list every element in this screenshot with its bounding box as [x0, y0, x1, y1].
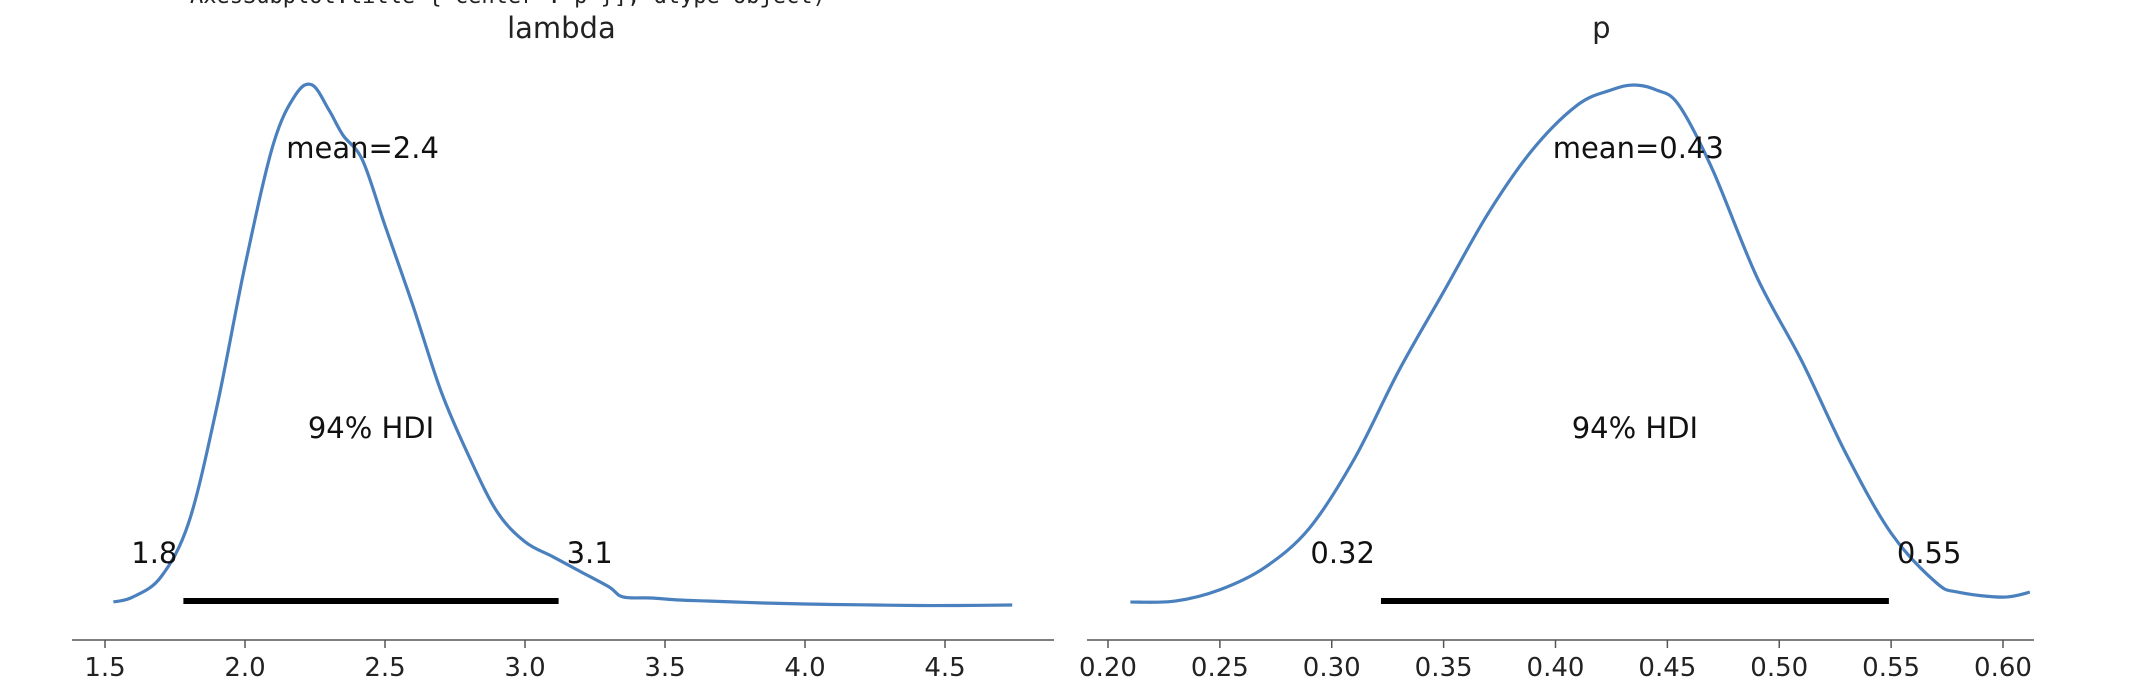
hdi-label: 94% HDI	[308, 411, 434, 445]
x-tick-label: 3.0	[504, 653, 545, 683]
chart-title: p	[1592, 11, 1610, 45]
hdi-high-label: 0.55	[1897, 536, 1962, 570]
x-tick-label: 0.30	[1303, 653, 1361, 683]
x-tick-label: 0.35	[1415, 653, 1473, 683]
hdi-low-label: 1.8	[131, 536, 177, 570]
x-tick-label: 0.40	[1527, 653, 1585, 683]
x-tick-label: 0.60	[1974, 653, 2032, 683]
mean-label: mean=2.4	[286, 131, 439, 165]
x-tick-label: 3.5	[644, 653, 685, 683]
header-output-line: AxesSubplot:title={'center':'p'}], dtype…	[0, 0, 2130, 14]
x-tick-label: 0.20	[1079, 653, 1137, 683]
x-tick-label: 4.0	[784, 653, 825, 683]
density-curve	[1130, 83, 2031, 604]
x-tick-label: 0.55	[1862, 653, 1920, 683]
lambda-panel: lambda mean=2.4 94% HDI 1.8 3.1 1.5 2.0 2.5 3.0 3…	[72, 11, 1054, 683]
density-curve	[113, 82, 1013, 608]
hdi-high-label: 3.1	[567, 536, 613, 570]
x-tick-label: 2.5	[364, 653, 405, 683]
x-tick-label: 4.5	[924, 653, 965, 683]
p-panel: p mean=0.43 94% HDI 0.32 0.55 0.20 0.25 0.30 0.3…	[1079, 11, 2034, 683]
mean-label: mean=0.43	[1553, 131, 1724, 165]
hdi-label: 94% HDI	[1572, 411, 1698, 445]
x-tick-label: 0.50	[1750, 653, 1808, 683]
x-tick-label: 0.25	[1191, 653, 1249, 683]
header-output-text: AxesSubplot:title={'center':'p'}], dtype…	[190, 0, 826, 9]
x-tick-label: 2.0	[224, 653, 265, 683]
x-tick-label: 1.5	[84, 653, 125, 683]
chart-title: lambda	[507, 11, 616, 45]
hdi-low-label: 0.32	[1310, 536, 1375, 570]
x-tick-label: 0.45	[1638, 653, 1696, 683]
